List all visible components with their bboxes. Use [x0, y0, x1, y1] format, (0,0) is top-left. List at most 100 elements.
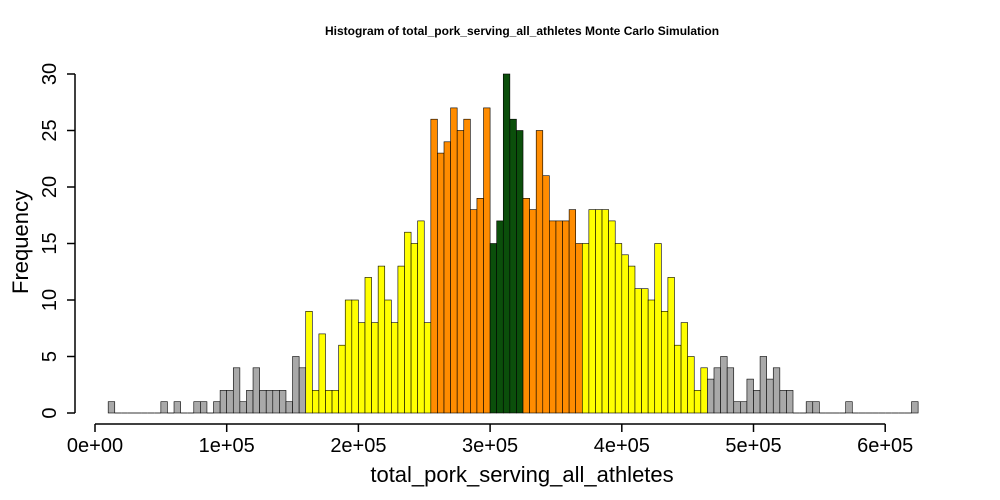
histogram-bar — [496, 220, 504, 414]
histogram-bar — [608, 220, 616, 414]
y-tick-label: 10 — [39, 289, 61, 311]
histogram-bar — [384, 299, 392, 414]
histogram-bar — [298, 367, 307, 414]
histogram-bar — [621, 254, 629, 414]
histogram-bar — [358, 322, 366, 414]
histogram-bar — [173, 401, 181, 414]
histogram-bar — [364, 277, 372, 414]
histogram-bar — [476, 198, 484, 414]
y-tick-label: 20 — [39, 176, 61, 198]
histogram-bar — [759, 356, 767, 414]
histogram-bar — [562, 220, 570, 414]
histogram-bar — [628, 265, 636, 414]
histogram-bar — [259, 390, 267, 414]
histogram-bar — [417, 220, 425, 414]
histogram-bar — [285, 401, 293, 414]
histogram-bar — [160, 401, 168, 414]
histogram-bar — [911, 401, 919, 414]
histogram-bar — [371, 322, 379, 414]
histogram-bars — [107, 73, 919, 414]
histogram-bar — [641, 288, 649, 414]
y-axis: 0 5 10 15 20 25 30 — [39, 63, 76, 419]
histogram-bar — [232, 367, 241, 414]
histogram-bar — [812, 401, 820, 414]
histogram-bar — [509, 118, 517, 414]
y-tick-label: 25 — [39, 119, 61, 141]
histogram-bar — [325, 390, 333, 414]
histogram-bar — [581, 243, 590, 414]
y-tick-label: 30 — [39, 63, 61, 85]
histogram-bar — [443, 141, 451, 414]
histogram-bar — [542, 175, 550, 414]
histogram-bar — [305, 310, 313, 414]
x-tick-label: 5e+05 — [725, 435, 781, 457]
histogram-bar — [193, 401, 201, 414]
x-axis-label: total_pork_serving_all_athletes — [370, 462, 673, 487]
histogram-bar — [746, 378, 754, 414]
histogram-bar — [456, 130, 465, 414]
histogram-bar — [693, 390, 702, 414]
histogram-bar — [265, 390, 274, 414]
histogram-bar — [549, 220, 557, 414]
histogram-bar — [588, 209, 596, 414]
histogram-bar — [450, 107, 458, 414]
histogram-bar — [391, 322, 399, 414]
histogram-bar — [397, 265, 405, 414]
histogram-bar — [766, 378, 774, 414]
histogram-bar — [272, 390, 280, 414]
histogram-bar — [529, 209, 537, 414]
x-tick-label: 4e+05 — [594, 435, 650, 457]
histogram-bar — [292, 356, 300, 414]
histogram-bar — [733, 401, 741, 414]
histogram-bar — [246, 390, 254, 414]
y-axis-label: Frequency — [8, 190, 33, 294]
histogram-bar — [805, 401, 814, 414]
histogram-bar — [239, 401, 247, 414]
histogram-bar — [680, 322, 688, 414]
histogram-bar — [700, 367, 708, 414]
chart-title: Histogram of total_pork_serving_all_athl… — [325, 24, 719, 38]
histogram-bar — [634, 288, 642, 414]
histogram-bar — [430, 118, 438, 414]
y-tick-label: 5 — [39, 351, 61, 362]
histogram-bar — [279, 390, 287, 414]
histogram-bar — [740, 401, 748, 414]
histogram-bar — [423, 322, 432, 414]
histogram-bar — [654, 243, 662, 414]
histogram-bar — [779, 390, 787, 414]
histogram-bar — [338, 344, 346, 414]
histogram-bar — [753, 390, 761, 414]
histogram-bar — [437, 152, 445, 414]
histogram-bar — [226, 390, 234, 414]
histogram-bar — [200, 401, 208, 414]
x-tick-label: 6e+05 — [857, 435, 913, 457]
histogram-bar — [614, 243, 623, 414]
histogram-bar — [252, 367, 260, 414]
histogram-bar — [344, 299, 353, 414]
histogram-bar — [595, 209, 603, 414]
histogram-bar — [502, 73, 511, 414]
histogram-bar — [535, 130, 544, 414]
histogram-bar — [772, 367, 781, 414]
histogram-bar — [351, 299, 359, 414]
histogram-bar — [786, 390, 794, 414]
histogram-bar — [522, 198, 530, 414]
x-tick-label: 3e+05 — [462, 435, 518, 457]
histogram-bar — [219, 390, 228, 414]
histogram-bar — [377, 265, 386, 414]
histogram-bar — [470, 209, 478, 414]
histogram-bar — [516, 130, 524, 414]
histogram-bar — [483, 107, 491, 414]
histogram-bar — [707, 378, 715, 414]
x-axis: 0e+00 1e+05 2e+05 3e+05 4e+05 5e+05 6e+05 — [67, 423, 913, 457]
histogram-bar — [489, 243, 497, 414]
x-tick-label: 0e+00 — [67, 435, 123, 457]
histogram-bar — [404, 231, 412, 414]
histogram-bar — [713, 367, 721, 414]
histogram-bar — [726, 367, 735, 414]
histogram-bar — [463, 118, 471, 414]
histogram-bar — [647, 299, 656, 414]
histogram-bar — [667, 277, 675, 414]
histogram-bar — [213, 401, 221, 414]
